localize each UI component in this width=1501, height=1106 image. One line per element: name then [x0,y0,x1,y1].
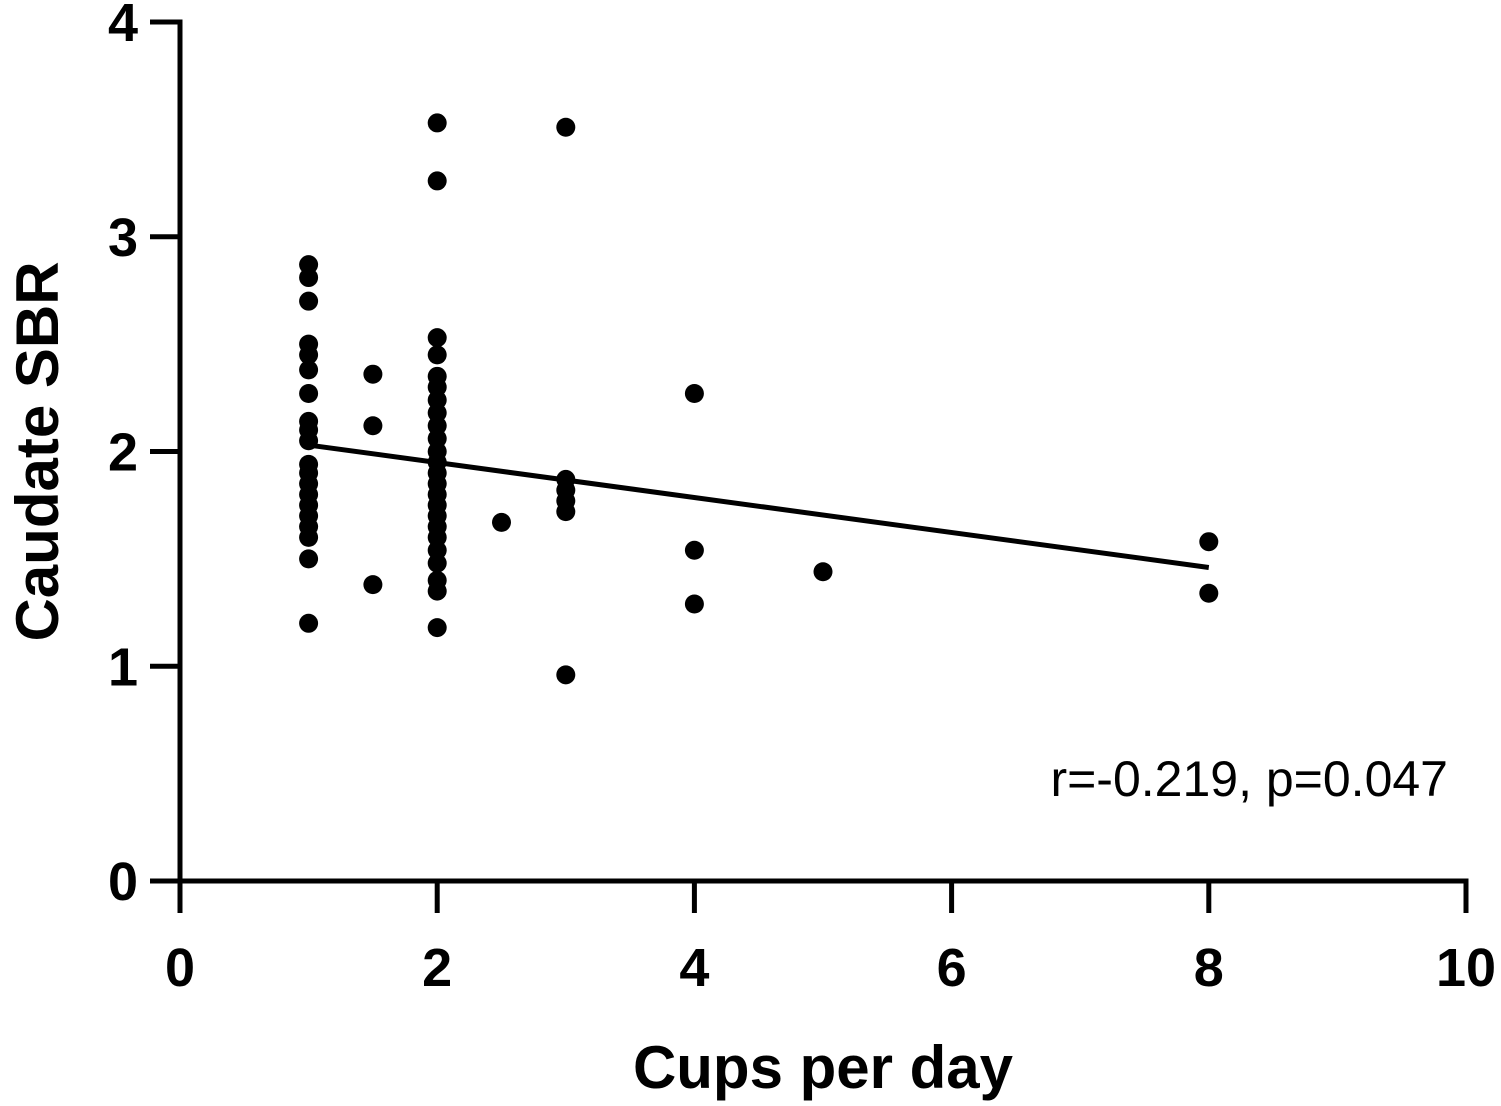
data-point [427,345,447,365]
data-point [299,527,319,547]
x-tick-label: 4 [679,938,709,998]
y-axis-title: Caudate SBR [4,261,71,641]
data-point [1199,532,1219,552]
data-point [1199,583,1219,603]
data-point [363,364,383,384]
data-point [299,268,319,288]
data-point [299,291,319,311]
data-point [427,618,447,638]
y-tick-label: 1 [108,637,138,697]
x-tick-label: 0 [165,938,195,998]
regression-line [308,442,1210,570]
data-point [556,117,576,137]
data-point [684,540,704,560]
data-point [684,594,704,614]
correlation-annotation: r=-0.219, p=0.047 [1050,751,1448,807]
data-point [427,581,447,601]
x-tick-label: 6 [937,938,967,998]
data-point [299,345,319,365]
data-point [427,328,447,348]
y-tick-label: 2 [108,423,138,483]
data-point [299,549,319,569]
data-point [492,512,511,532]
data-point [363,575,383,595]
data-point [427,113,447,133]
data-point [363,416,383,436]
data-point [299,384,319,404]
x-tick-label: 8 [1194,938,1224,998]
x-axis-title: Cups per day [633,1034,1014,1101]
ticks: 0 2 4 6 8 10 0 1 2 3 4 [108,0,1496,998]
data-point [556,502,576,522]
y-tick-label: 3 [108,208,138,268]
data-point [427,171,447,191]
data-point [556,665,576,685]
data-point [427,553,447,573]
x-tick-label: 2 [422,938,452,998]
data-point [299,613,319,633]
data-points [299,113,1219,685]
data-point [299,360,319,380]
data-point [684,384,704,404]
y-tick-label: 4 [108,0,138,53]
x-tick-label: 10 [1436,938,1496,998]
data-point [813,562,833,582]
y-tick-label: 0 [108,852,138,912]
